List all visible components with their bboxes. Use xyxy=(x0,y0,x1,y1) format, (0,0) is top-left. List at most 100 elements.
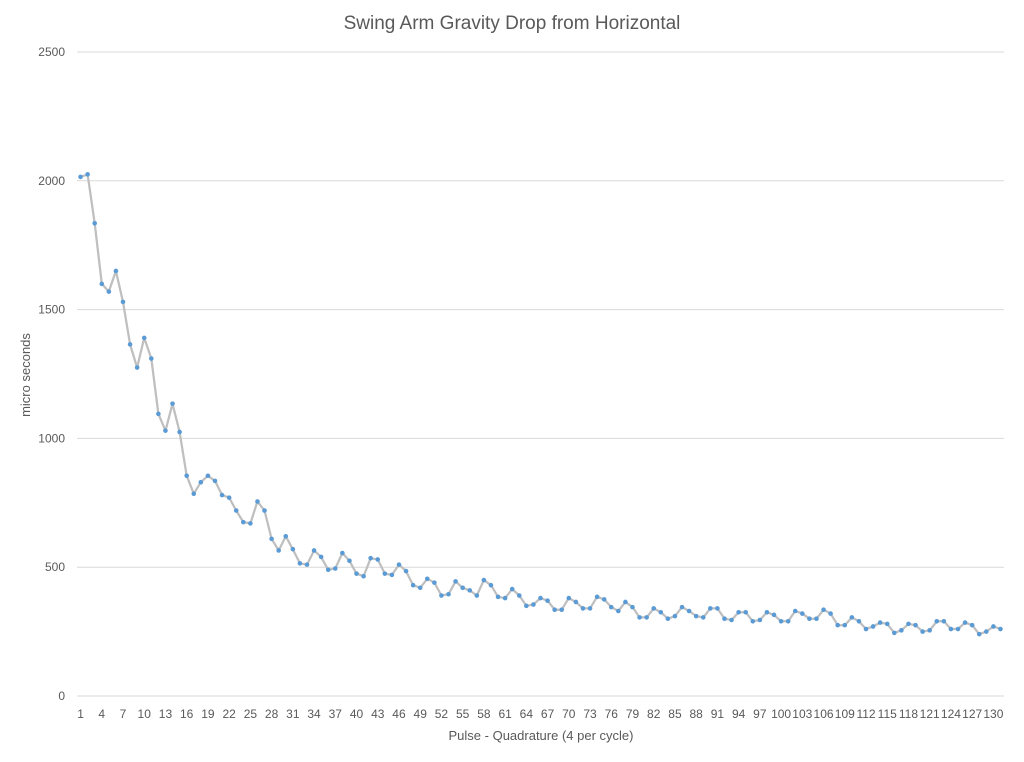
x-tick-label: 46 xyxy=(392,707,406,721)
x-tick-label: 55 xyxy=(456,707,470,721)
data-point xyxy=(92,221,97,226)
data-point xyxy=(644,615,649,620)
x-tick-label: 94 xyxy=(732,707,746,721)
data-point xyxy=(488,582,494,588)
x-tick-label: 64 xyxy=(520,707,534,721)
x-tick-label: 43 xyxy=(371,707,385,721)
data-point xyxy=(736,609,741,615)
data-point xyxy=(828,611,833,616)
x-tick-label: 16 xyxy=(180,707,194,721)
data-point xyxy=(962,620,968,625)
data-point xyxy=(106,289,112,294)
data-point xyxy=(552,607,557,613)
x-tick-label: 106 xyxy=(814,707,834,721)
data-point xyxy=(149,356,154,361)
data-point xyxy=(991,624,996,629)
data-point xyxy=(976,631,982,637)
data-point xyxy=(524,603,529,609)
data-point xyxy=(807,616,812,622)
y-tick-label: 1000 xyxy=(38,431,65,445)
x-tick-label: 28 xyxy=(265,707,279,721)
data-point xyxy=(170,401,175,406)
data-point xyxy=(849,615,855,620)
data-point xyxy=(594,594,600,600)
data-point xyxy=(99,281,105,287)
x-tick-label: 103 xyxy=(792,707,812,721)
x-tick-label: 100 xyxy=(771,707,791,721)
x-tick-label: 61 xyxy=(498,707,512,721)
data-point xyxy=(616,608,621,614)
data-point xyxy=(198,479,204,485)
data-point xyxy=(984,629,989,634)
data-point xyxy=(771,612,777,618)
x-tick-label: 79 xyxy=(626,707,640,721)
data-point xyxy=(877,620,883,625)
data-point xyxy=(156,411,161,417)
x-tick-label: 4 xyxy=(98,707,105,721)
data-point xyxy=(927,628,932,633)
data-point xyxy=(665,616,671,622)
x-tick-label: 85 xyxy=(668,707,682,721)
x-tick-label: 37 xyxy=(329,707,343,721)
data-point xyxy=(226,495,232,500)
y-axis-title: micro seconds xyxy=(18,333,33,417)
x-tick-label: 40 xyxy=(350,707,364,721)
data-point xyxy=(163,428,168,433)
data-point xyxy=(439,593,444,598)
y-axis-ticks: 0 500 1000 1500 2000 2500 xyxy=(38,45,65,703)
data-point xyxy=(764,609,770,615)
data-point xyxy=(460,585,465,591)
x-tick-label: 130 xyxy=(983,707,1003,721)
data-point xyxy=(573,599,579,605)
data-point xyxy=(778,618,784,624)
data-point xyxy=(708,606,713,611)
data-point xyxy=(248,521,253,526)
x-tick-label: 109 xyxy=(835,707,855,721)
data-point xyxy=(509,586,515,592)
data-point xyxy=(729,617,734,623)
data-point xyxy=(757,617,763,623)
x-tick-label: 112 xyxy=(856,707,875,721)
data-point xyxy=(531,602,536,607)
data-point xyxy=(403,568,409,574)
data-point xyxy=(177,429,182,435)
data-point xyxy=(212,478,218,484)
data-point xyxy=(113,268,119,274)
data-point xyxy=(276,548,281,553)
data-point xyxy=(467,588,473,593)
data-point xyxy=(78,174,83,180)
x-tick-label: 25 xyxy=(244,707,258,721)
x-tick-label: 52 xyxy=(435,707,449,721)
y-tick-label: 500 xyxy=(45,560,65,574)
data-point xyxy=(601,597,607,602)
x-axis-ticks: 1 4 7 10 13 16 19 22 25 28 31 34 37 40 43 46 49 52 55 58 61 6… xyxy=(77,707,1004,721)
data-point xyxy=(134,365,140,370)
gridlines xyxy=(77,51,1004,697)
data-point xyxy=(432,580,437,585)
x-tick-label: 7 xyxy=(120,707,127,721)
data-point xyxy=(587,606,593,611)
data-point xyxy=(191,491,197,497)
data-point xyxy=(722,616,727,622)
data-point xyxy=(382,571,388,576)
data-point xyxy=(354,571,359,576)
data-point xyxy=(417,585,423,591)
series-line xyxy=(80,173,1001,636)
data-point xyxy=(141,335,147,341)
data-point xyxy=(863,626,869,632)
data-point xyxy=(332,566,338,571)
x-tick-label: 70 xyxy=(562,707,576,721)
data-point xyxy=(481,577,487,583)
data-point xyxy=(750,618,756,624)
x-tick-label: 127 xyxy=(962,707,982,721)
x-tick-label: 118 xyxy=(899,707,918,721)
data-point xyxy=(389,572,395,578)
data-point xyxy=(368,555,373,561)
data-point xyxy=(184,473,189,479)
x-tick-label: 91 xyxy=(711,707,725,721)
data-points xyxy=(78,172,1003,637)
data-point xyxy=(715,606,720,611)
data-point xyxy=(693,613,699,619)
data-point xyxy=(969,622,975,628)
